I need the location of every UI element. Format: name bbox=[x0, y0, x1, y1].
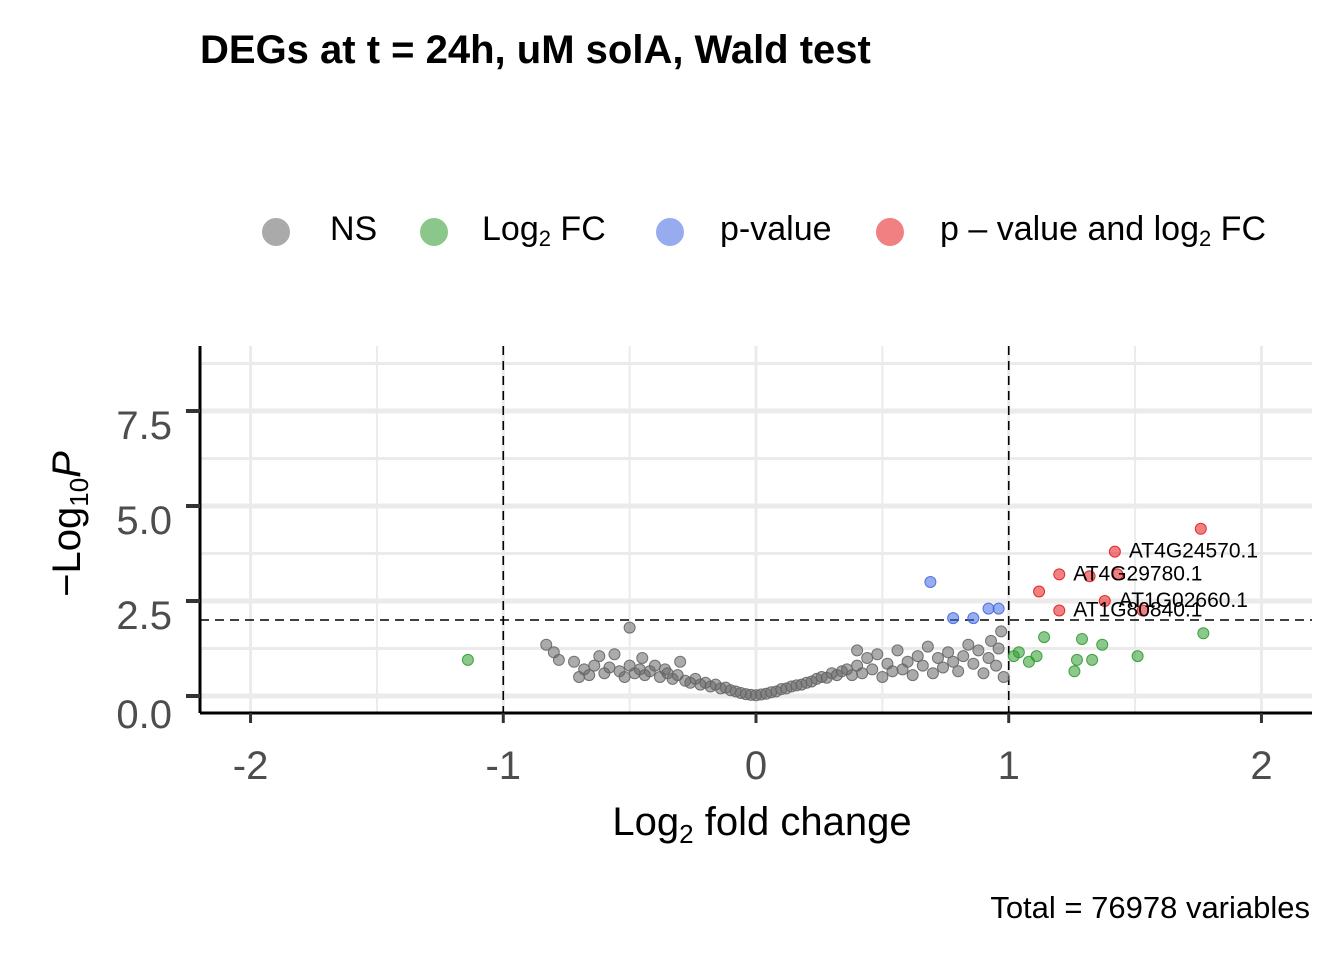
data-point-ns bbox=[937, 661, 950, 674]
data-point-ns bbox=[861, 652, 874, 664]
data-point-ns bbox=[891, 644, 904, 657]
threshold-lines bbox=[200, 346, 1312, 713]
legend-label-ns: NS bbox=[330, 210, 378, 248]
y-axis-title: −Log10P bbox=[45, 451, 94, 597]
data-points bbox=[461, 522, 1210, 702]
y-tick-label: 2.5 bbox=[116, 594, 172, 638]
data-point-ns bbox=[871, 648, 884, 661]
x-tick-label: 0 bbox=[745, 744, 767, 788]
data-point-ns bbox=[851, 644, 864, 657]
data-point-ns bbox=[603, 661, 616, 674]
data-point-ns bbox=[901, 655, 914, 668]
data-point-ns bbox=[608, 648, 621, 661]
data-point-p bbox=[947, 612, 960, 625]
caption-total-variables: Total = 76978 variables bbox=[990, 890, 1310, 925]
data-point-ns bbox=[985, 634, 998, 647]
data-point-fc-p bbox=[1083, 570, 1096, 583]
data-point-p bbox=[924, 576, 937, 588]
legend-swatch-p bbox=[656, 218, 684, 246]
data-point-ns bbox=[931, 652, 944, 664]
data-point-ns bbox=[962, 638, 975, 651]
y-tick-label: 7.5 bbox=[116, 404, 172, 448]
data-point-ns bbox=[583, 669, 596, 682]
data-point-ns bbox=[942, 646, 955, 659]
data-point-ns bbox=[952, 665, 965, 678]
data-point-fc bbox=[1012, 646, 1025, 659]
data-point-ns bbox=[636, 652, 649, 664]
data-point-ns bbox=[957, 650, 970, 663]
data-point-ns bbox=[588, 659, 601, 672]
y-tick-label: 0.0 bbox=[116, 693, 172, 737]
chart-title: DEGs at t = 24h, uM solA, Wald test bbox=[200, 28, 871, 72]
data-point-p bbox=[992, 602, 1005, 615]
data-point-fc bbox=[1070, 653, 1083, 666]
x-tick-label: -1 bbox=[485, 744, 521, 788]
data-point-ns bbox=[540, 638, 553, 651]
data-point-ns bbox=[926, 667, 939, 680]
data-point-ns bbox=[911, 650, 924, 663]
x-axis-title: Log2 fold change bbox=[612, 800, 912, 849]
data-point-fc bbox=[461, 653, 474, 666]
data-point-fc bbox=[1197, 627, 1210, 640]
x-tick-label: 2 bbox=[1250, 744, 1272, 788]
data-point-ns bbox=[856, 667, 869, 680]
y-tick-label: 5.0 bbox=[116, 499, 172, 543]
data-point-p bbox=[982, 602, 995, 615]
data-point-ns bbox=[992, 642, 1005, 655]
data-point-ns bbox=[921, 640, 934, 653]
data-point-ns bbox=[618, 671, 631, 683]
gene-label: AT4G29780.1 bbox=[1073, 562, 1202, 585]
data-point-ns bbox=[623, 621, 636, 634]
data-point-ns bbox=[866, 663, 879, 676]
data-point-ns bbox=[982, 652, 995, 664]
data-point-fc-p bbox=[1108, 545, 1121, 558]
data-point-fc bbox=[1076, 633, 1089, 645]
x-tick-label: 1 bbox=[998, 744, 1020, 788]
legend-swatch-ns bbox=[262, 218, 290, 246]
data-point-ns bbox=[593, 650, 606, 663]
data-point-fc-p bbox=[1098, 595, 1111, 607]
data-point-ns bbox=[906, 669, 919, 682]
legend-label-p: p-value bbox=[720, 210, 832, 248]
data-point-ns bbox=[648, 659, 661, 672]
data-point-fc bbox=[1096, 638, 1109, 651]
legend-label-fc: Log2 FC bbox=[482, 210, 606, 251]
data-point-ns bbox=[967, 657, 980, 670]
data-point-fc bbox=[1030, 650, 1043, 663]
data-point-fc bbox=[1086, 653, 1099, 666]
data-point-fc-p bbox=[1136, 604, 1149, 617]
data-point-fc bbox=[1131, 650, 1144, 663]
data-point-ns bbox=[886, 665, 899, 678]
data-point-ns bbox=[947, 655, 960, 668]
data-point-ns bbox=[995, 625, 1008, 638]
axes: -2 -1 0 1 2 0.0 2.5 5.0 7.5 bbox=[116, 346, 1312, 788]
data-point-p bbox=[967, 612, 980, 625]
data-point-ns bbox=[977, 667, 990, 680]
legend-label-fc-p: p – value and log2 FC bbox=[940, 210, 1267, 251]
grid-lines bbox=[200, 346, 1312, 713]
data-point-ns bbox=[552, 653, 565, 666]
data-point-fc-p bbox=[1194, 522, 1207, 535]
gene-label: AT4G24570.1 bbox=[1129, 540, 1258, 563]
data-point-ns bbox=[972, 644, 985, 657]
legend-swatch-fc bbox=[420, 218, 448, 246]
legend-swatch-fc-p bbox=[876, 218, 904, 246]
data-point-fc-p bbox=[1053, 604, 1066, 617]
data-point-fc-p bbox=[1053, 568, 1066, 581]
data-point-fc bbox=[1038, 631, 1051, 644]
gene-label: AT1G80840.1 bbox=[1073, 599, 1202, 622]
data-point-ns bbox=[568, 655, 581, 668]
data-point-fc-p bbox=[1033, 585, 1046, 598]
data-point-ns bbox=[997, 671, 1010, 683]
data-point-ns bbox=[916, 659, 929, 672]
data-point-ns bbox=[674, 655, 687, 668]
gene-label: AT1G02660.1 bbox=[1119, 589, 1248, 612]
data-point-fc bbox=[1068, 665, 1081, 678]
data-point-ns bbox=[876, 671, 889, 683]
data-point-ns bbox=[990, 659, 1003, 672]
data-point-fc-p bbox=[1111, 568, 1124, 581]
x-tick-label: -2 bbox=[233, 744, 269, 788]
